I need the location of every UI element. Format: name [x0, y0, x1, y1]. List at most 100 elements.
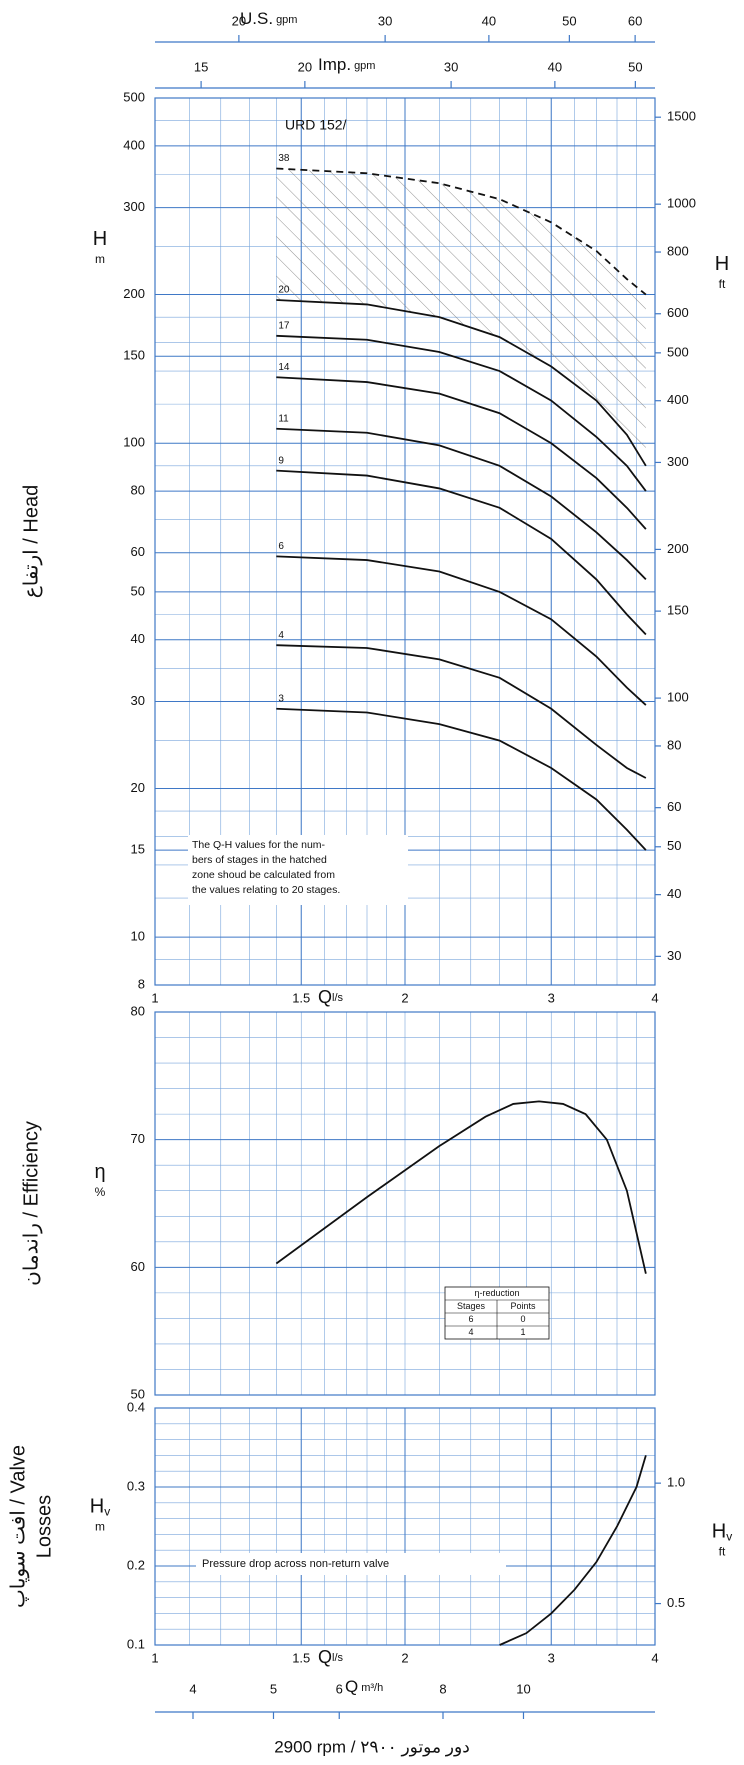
- curve-label: 9: [278, 455, 284, 466]
- x-tick-label: 4: [651, 990, 658, 1005]
- y2-tick-label: 80: [667, 737, 681, 752]
- extra-axis-unit: gpm: [276, 14, 297, 26]
- extra-axis-tick-label: 20: [232, 13, 246, 28]
- note-line: zone shoud be calculated from: [192, 869, 335, 881]
- y-tick-label: 100: [123, 435, 145, 450]
- y-tick-label: 30: [131, 693, 145, 708]
- extra-axis-tick-label: 50: [562, 13, 576, 28]
- curve-label: 3: [278, 693, 284, 704]
- side-title: افت سوپاپ / Valve: [7, 1445, 30, 1608]
- table-cell: 1: [520, 1327, 525, 1337]
- extra-axis-tick-label: 6: [336, 1681, 343, 1696]
- axis-symbol-sub: v: [726, 1530, 732, 1544]
- table-cell: 6: [468, 1314, 473, 1324]
- curve: [276, 334, 647, 492]
- axis-symbol-letter: η: [94, 1161, 105, 1183]
- y-tick-label: 60: [131, 1259, 145, 1274]
- x-tick-label: 1.5: [292, 1650, 310, 1665]
- extra-axis-name: Imp.: [318, 55, 351, 74]
- axis-symbol-letter: H: [715, 253, 729, 275]
- y-tick-label: 400: [123, 137, 145, 152]
- curve: [276, 644, 647, 779]
- extra-axis-tick-label: 10: [516, 1681, 530, 1696]
- y2-tick-label: 500: [667, 344, 689, 359]
- y-tick-label: 0.1: [127, 1636, 145, 1651]
- annotation: Pressure drop across non-return valve: [202, 1558, 389, 1570]
- y-tick-label: 50: [131, 583, 145, 598]
- x-axis-symbol: Q: [318, 987, 332, 1007]
- extra-axis-tick-label: 15: [194, 59, 208, 74]
- y-tick-label: 60: [131, 544, 145, 559]
- curve: [276, 167, 647, 296]
- y-tick-label: 8: [138, 976, 145, 991]
- axis-symbol: η: [94, 1161, 105, 1183]
- extra-axis-tick-label: 40: [548, 59, 562, 74]
- note-box: [188, 835, 408, 905]
- curve-label: 11: [278, 413, 289, 424]
- y2-tick-label: 0.5: [667, 1595, 685, 1610]
- chart-title: URD 152/: [285, 117, 347, 133]
- x-axis-unit: l/s: [332, 992, 344, 1004]
- y-tick-label: 20: [131, 780, 145, 795]
- curve: [276, 707, 647, 851]
- y-tick-label: 0.3: [127, 1478, 145, 1493]
- y2-tick-label: 1500: [667, 109, 696, 124]
- note-line: The Q-H values for the num-: [192, 839, 326, 851]
- y2-tick-label: 50: [667, 838, 681, 853]
- y2-tick-label: 150: [667, 603, 689, 618]
- note-line: bers of stages in the hatched: [192, 854, 327, 866]
- x-tick-label: 3: [548, 990, 555, 1005]
- axis-symbol-unit: ft: [719, 277, 726, 291]
- curve-label: 20: [278, 285, 290, 296]
- curve: [276, 299, 647, 467]
- y-tick-label: 150: [123, 348, 145, 363]
- curve: [276, 427, 647, 581]
- y-tick-label: 15: [131, 842, 145, 857]
- table-cell: 0: [520, 1314, 525, 1324]
- note-line: the values relating to 20 stages.: [192, 884, 340, 896]
- y2-tick-label: 400: [667, 392, 689, 407]
- x-tick-label: 2: [401, 990, 408, 1005]
- plot-frame: [154, 1011, 656, 1396]
- curve-label: 38: [278, 153, 290, 164]
- curve: [276, 469, 647, 636]
- side-title: ارتفاع / Head: [20, 485, 42, 598]
- axis-symbol-letter: H: [712, 1521, 726, 1543]
- footer: 2900 rpm / ۲۹۰۰ دور موتور: [274, 1737, 470, 1756]
- extra-axis-tick-label: 5: [270, 1681, 277, 1696]
- curve-label: 14: [278, 362, 290, 373]
- side-title: راندمان / Efficiency: [20, 1121, 42, 1286]
- curve: [499, 1455, 647, 1646]
- extra-axis-tick-label: 30: [378, 13, 392, 28]
- x-tick-label: 1.5: [292, 990, 310, 1005]
- y-tick-label: 80: [131, 483, 145, 498]
- extra-axis-tick-label: 8: [439, 1681, 446, 1696]
- curve-label: 6: [278, 541, 284, 552]
- y2-tick-label: 100: [667, 690, 689, 705]
- y-tick-label: 10: [131, 929, 145, 944]
- y-tick-label: 0.4: [127, 1399, 145, 1414]
- y2-tick-label: 1.0: [667, 1475, 685, 1490]
- y2-tick-label: 1000: [667, 196, 696, 211]
- axis-symbol-letter: H: [93, 228, 107, 250]
- axis-symbol: H: [93, 228, 107, 250]
- x-axis-label: Ql/s: [318, 987, 344, 1007]
- y-tick-label: 200: [123, 286, 145, 301]
- extra-axis-label: Imp. gpm: [318, 55, 375, 74]
- x-tick-label: 1: [151, 990, 158, 1005]
- table-cell: 4: [468, 1327, 473, 1337]
- x-tick-label: 1: [151, 1650, 158, 1665]
- extra-axis-tick-label: 4: [189, 1681, 196, 1696]
- table-title: η-reduction: [474, 1288, 519, 1298]
- side-title: Losses: [33, 1495, 55, 1558]
- y-tick-label: 300: [123, 199, 145, 214]
- axis-symbol-unit: m: [95, 1520, 105, 1534]
- y-tick-label: 500: [123, 89, 145, 104]
- axis-symbol-unit: %: [95, 1185, 106, 1199]
- axis-symbol: Hv: [90, 1496, 110, 1519]
- extra-axis-tick-label: 20: [298, 59, 312, 74]
- extra-axis-tick-label: 60: [628, 13, 642, 28]
- x-tick-label: 2: [401, 1650, 408, 1665]
- extra-axis-tick-label: 50: [628, 59, 642, 74]
